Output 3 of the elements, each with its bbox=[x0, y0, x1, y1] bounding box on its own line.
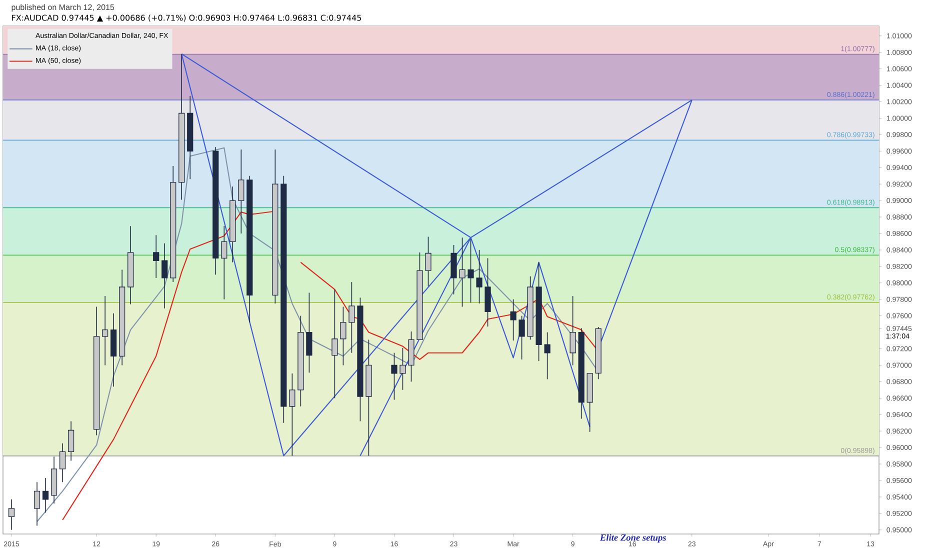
chart-title: FX:AUDCAD 0.97445 ▲ +0.00686 (+0.71%) O:0.96903 H:0.97464 L:0.96831 C:0.97445 bbox=[12, 14, 362, 22]
text: published on March 12, 2015 bbox=[12, 4, 114, 12]
text: Elite Zone setups bbox=[600, 534, 666, 543]
